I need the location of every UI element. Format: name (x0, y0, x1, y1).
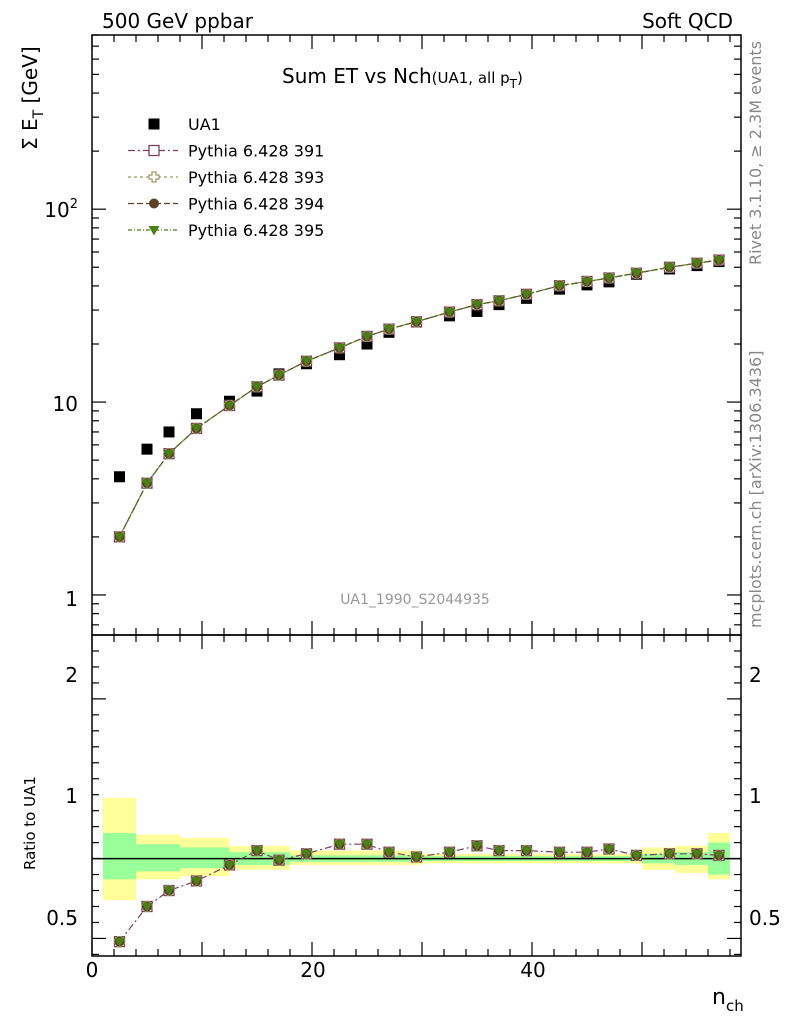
ratio-point-s4-1 (141, 902, 153, 912)
data-point-s4-15 (521, 290, 532, 300)
mcplots-label: mcplots.cern.ch [arXiv:1306.3436] (746, 351, 765, 628)
legend-label-3: Pythia 6.428 394 (188, 195, 324, 214)
lower-panel-frame (91, 634, 742, 957)
data-point-s4-11 (411, 317, 422, 328)
ratio-point-s4-3 (191, 876, 202, 887)
lower-ytick-0.5: 0.5 (46, 906, 78, 930)
lower-ytick-2: 2 (65, 663, 78, 687)
main-title: Sum ET vs Nch(UA1, all pT) (282, 64, 523, 91)
upper-ytick-10: 10 (53, 392, 78, 416)
ratio-point-s4-18 (603, 845, 615, 855)
ratio-point-s4-17 (581, 848, 593, 858)
upper-ytick-100: 102 (44, 197, 78, 222)
data-point-s4-19 (631, 269, 642, 279)
data-point-s4-1 (141, 479, 153, 489)
data-point-s4-5 (251, 382, 263, 393)
header-left: 500 GeV ppbar (102, 9, 254, 33)
ratio-point-s4-4 (224, 860, 235, 871)
lower-ytick-2-right: 2 (749, 663, 762, 687)
ratio-point-s4-20 (664, 849, 675, 860)
ratio-point-s4-15 (521, 846, 532, 857)
ratio-point-s4-0 (114, 937, 125, 948)
ratio-point-s4-10 (383, 848, 395, 858)
xtick-40: 40 (520, 958, 545, 982)
ratio-point-s4-19 (631, 851, 642, 861)
legend-marker-3 (149, 198, 159, 209)
series-line-1 (118, 259, 720, 538)
legend-marker-2 (148, 171, 160, 183)
data-point-s4-4 (224, 401, 235, 411)
rivet-label: Rivet 3.1.10, ≥ 2.3M events (746, 41, 765, 265)
error-band-inner (103, 833, 136, 880)
series-line-3 (118, 259, 720, 538)
upper-y-label: Σ ET [GeV] (18, 46, 47, 150)
ratio-point-s4-13 (471, 841, 483, 852)
data-point-s4-10 (383, 325, 395, 335)
data-point-s4-6 (273, 371, 285, 381)
ratio-point-s4-5 (251, 846, 263, 857)
error-band-inner (180, 847, 230, 869)
upper-ytick-1: 1 (65, 587, 78, 611)
data-point-s0-1 (141, 443, 153, 455)
data-point-s0-3 (191, 408, 202, 420)
data-point-s4-7 (301, 357, 312, 367)
xtick-0: 0 (86, 958, 99, 982)
ratio-point-s4-7 (301, 849, 312, 860)
ratio-point-s4-2 (163, 886, 175, 897)
series-line-4 (118, 259, 720, 538)
data-point-s4-9 (361, 332, 373, 342)
data-point-s4-14 (493, 296, 505, 307)
analysis-watermark: UA1_1990_S2044935 (340, 592, 490, 608)
data-point-s0-13 (471, 305, 483, 317)
error-band-inner (136, 844, 180, 872)
lower-y-label: Ratio to UA1 (21, 776, 39, 870)
data-point-s4-2 (163, 449, 175, 460)
data-point-s0-9 (361, 338, 373, 350)
legend-label-1: Pythia 6.428 391 (188, 142, 324, 161)
data-point-s4-3 (191, 424, 202, 434)
ratio-point-s4-16 (554, 848, 565, 858)
data-point-s4-21 (691, 259, 703, 269)
data-point-s4-13 (471, 300, 483, 311)
legend-label-0: UA1 (188, 115, 221, 134)
lower-ytick-0.5-right: 0.5 (749, 906, 781, 930)
data-point-s4-18 (603, 273, 615, 284)
data-point-s4-0 (114, 532, 125, 543)
ratio-point-s4-9 (361, 840, 373, 850)
data-point-s4-20 (664, 263, 675, 273)
header-right: Soft QCD (642, 9, 733, 33)
legend-label-4: Pythia 6.428 395 (188, 221, 324, 240)
ratio-point-s4-8 (334, 840, 345, 850)
xtick-20: 20 (300, 958, 325, 982)
ratio-point-s4-21 (691, 849, 703, 860)
legend-marker-4 (148, 226, 160, 236)
data-point-s0-8 (334, 349, 345, 361)
data-point-s4-8 (334, 343, 345, 354)
ratio-point-s4-6 (273, 856, 285, 866)
x-axis-label: nch (712, 985, 744, 1015)
ratio-point-s4-11 (411, 852, 422, 863)
data-point-s4-22 (713, 256, 725, 266)
lower-ytick-1-right: 1 (749, 784, 762, 808)
ratio-point-s4-14 (493, 846, 505, 857)
legend-marker-0 (148, 118, 160, 130)
series-line-2 (118, 259, 720, 538)
data-point-s4-12 (444, 308, 455, 318)
legend-marker-1 (148, 144, 160, 157)
legend-label-2: Pythia 6.428 393 (188, 168, 324, 187)
ratio-point-s4-12 (444, 848, 455, 858)
data-point-s4-17 (581, 277, 593, 287)
ratio-point-s4-22 (713, 851, 725, 861)
data-point-s0-2 (163, 426, 175, 438)
lower-ytick-1: 1 (65, 784, 78, 808)
data-point-s0-0 (114, 471, 125, 483)
data-point-s4-16 (554, 281, 565, 292)
